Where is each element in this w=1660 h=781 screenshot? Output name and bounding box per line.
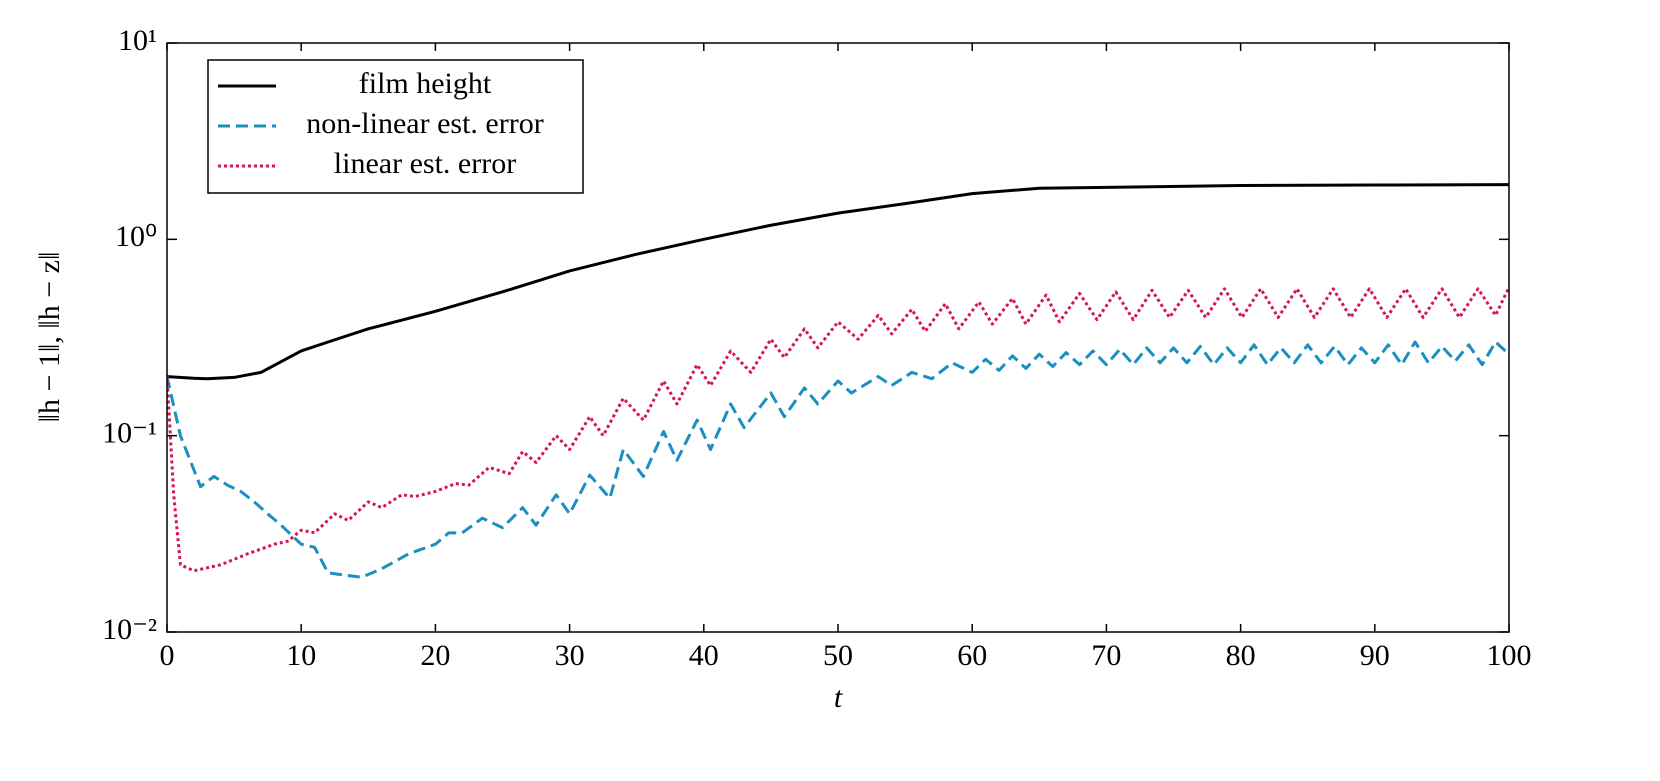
- y-tick-label: 10⁰: [115, 220, 157, 253]
- x-tick-label: 10: [286, 639, 316, 672]
- x-tick-label: 80: [1226, 639, 1256, 672]
- y-tick-label: 10¹: [118, 24, 157, 57]
- series-line: [167, 340, 1509, 579]
- legend-label: film height: [359, 67, 492, 100]
- x-tick-label: 20: [420, 639, 450, 672]
- series-line: [167, 183, 1509, 381]
- x-tick-label: 50: [823, 639, 853, 672]
- x-tick-label: 90: [1360, 639, 1390, 672]
- y-axis-label: ‖h − 1‖, ‖h − z‖: [33, 252, 66, 423]
- x-tick-label: 30: [555, 639, 585, 672]
- x-tick-label: 70: [1091, 639, 1121, 672]
- x-tick-label: 40: [689, 639, 719, 672]
- legend-label: non-linear est. error: [306, 107, 543, 140]
- x-tick-label: 0: [160, 639, 175, 672]
- legend-label: linear est. error: [334, 147, 516, 180]
- y-tick-label: 10⁻²: [102, 613, 157, 646]
- x-axis-label: t: [834, 681, 843, 714]
- x-tick-label: 60: [957, 639, 987, 672]
- legend-box: [207, 59, 584, 194]
- series-line: [167, 286, 1509, 573]
- plot-frame: [166, 42, 1510, 633]
- x-tick-label: 100: [1487, 639, 1532, 672]
- y-tick-label: 10⁻¹: [102, 417, 157, 450]
